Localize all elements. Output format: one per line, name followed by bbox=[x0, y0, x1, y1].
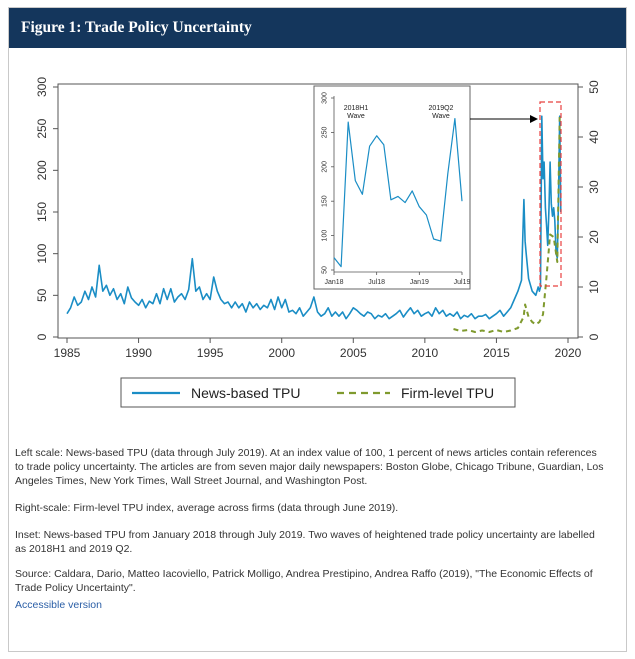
x-tick-label: 1995 bbox=[197, 346, 224, 360]
note-source: Source: Caldara, Dario, Matteo Iacoviell… bbox=[15, 568, 593, 594]
x-tick-label: 2000 bbox=[268, 346, 295, 360]
y-right-tick-label: 10 bbox=[587, 280, 601, 294]
y-left-tick-label: 100 bbox=[35, 243, 49, 263]
inset-y-tick-label: 300 bbox=[322, 92, 329, 104]
x-tick-label: 2015 bbox=[483, 346, 510, 360]
inset-x-tick-label: Jan18 bbox=[324, 279, 343, 286]
inset-y-tick-label: 200 bbox=[322, 161, 329, 173]
inset-chart: 50 100 150 200 250 300 Jan18 Jul18 Jan19 Jul19 20… bbox=[313, 85, 471, 290]
figure-title: Figure 1: Trade Policy Uncertainty bbox=[21, 19, 252, 36]
inset-y-tick-label: 50 bbox=[322, 266, 329, 274]
y-right-tick-label: 0 bbox=[587, 333, 601, 340]
x-tick-label: 1985 bbox=[54, 346, 81, 360]
y-left-tick-label: 50 bbox=[35, 288, 49, 302]
x-tick-label: 1990 bbox=[125, 346, 152, 360]
y-left-tick-label: 250 bbox=[35, 118, 49, 138]
figure-header: Figure 1: Trade Policy Uncertainty bbox=[9, 8, 626, 48]
y-right-tick-label: 40 bbox=[587, 130, 601, 144]
y-right-tick-label: 30 bbox=[587, 180, 601, 194]
y-right-tick-label: 20 bbox=[587, 230, 601, 244]
plot-area-frame bbox=[57, 83, 579, 339]
inset-x-tick-label: Jul19 bbox=[454, 279, 471, 286]
inset-y-tick-label: 100 bbox=[322, 230, 329, 242]
y-left-tick-label: 150 bbox=[35, 202, 49, 222]
y-left-tick-label: 300 bbox=[35, 77, 49, 97]
inset-annotation-label: Wave bbox=[432, 113, 450, 120]
note-right-scale: Right-scale: Firm-level TPU index, avera… bbox=[15, 502, 399, 514]
series-news-based-tpu bbox=[66, 115, 562, 320]
x-tick-label: 2005 bbox=[340, 346, 367, 360]
note-inset: Inset: News-based TPU from January 2018 … bbox=[15, 529, 595, 555]
y-right-tick-label: 50 bbox=[587, 80, 601, 94]
inset-arrowhead bbox=[530, 115, 538, 123]
x-tick-label: 2010 bbox=[412, 346, 439, 360]
note-left-scale: Left scale: News-based TPU (data through… bbox=[15, 447, 604, 487]
series-firm-level-tpu bbox=[453, 116, 561, 333]
inset-annotation-label: 2019Q2 bbox=[429, 105, 454, 112]
x-tick-label: 2020 bbox=[555, 346, 582, 360]
y-left-tick-label: 200 bbox=[35, 160, 49, 180]
inset-annotation-label: Wave bbox=[347, 113, 365, 120]
legend-label-firm: Firm-level TPU bbox=[401, 385, 494, 401]
inset-series-news-based-tpu bbox=[333, 117, 463, 268]
inset-y-tick-label: 250 bbox=[322, 126, 329, 138]
inset-x-tick-label: Jan19 bbox=[410, 279, 429, 286]
accessible-version-link[interactable]: Accessible version bbox=[15, 599, 102, 611]
legend-box bbox=[120, 377, 516, 408]
inset-highlight-box bbox=[539, 101, 562, 287]
legend: News-based TPU Firm-level TPU bbox=[120, 377, 516, 408]
inset-frame bbox=[313, 85, 471, 290]
tpu-chart: 1985 1990 1995 2000 2005 2010 2015 202005010015… bbox=[35, 77, 601, 408]
inset-annotation-label: 2018H1 bbox=[344, 105, 369, 112]
inset-x-tick-label: Jul18 bbox=[368, 279, 385, 286]
y-left-tick-label: 0 bbox=[35, 333, 49, 340]
inset-y-tick-label: 150 bbox=[322, 195, 329, 207]
legend-label-news: News-based TPU bbox=[191, 385, 300, 401]
